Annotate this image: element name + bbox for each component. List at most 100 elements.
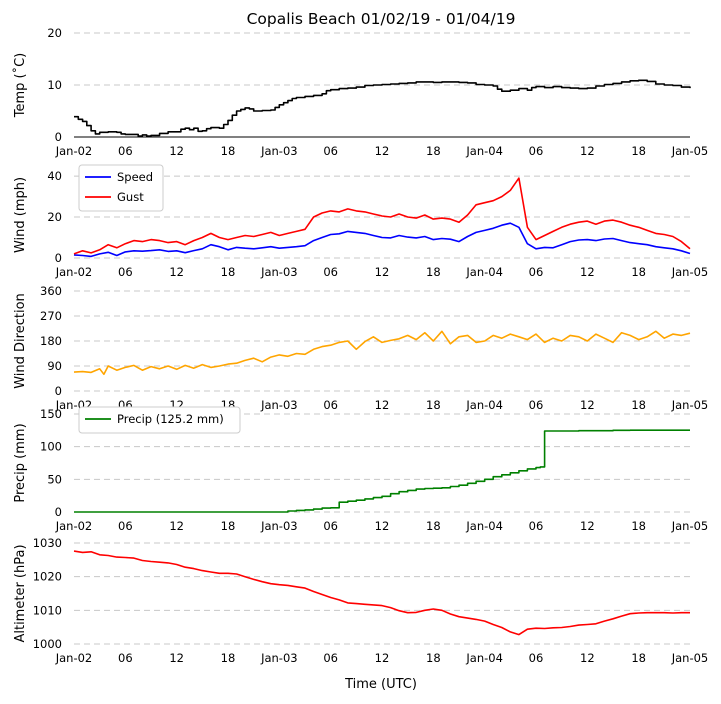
chart-title: Copalis Beach 01/02/19 - 01/04/19 xyxy=(247,10,516,28)
altimeter-xtick-label: 12 xyxy=(375,651,390,665)
precip-ytick-label: 150 xyxy=(40,407,62,421)
direction-series-line xyxy=(73,330,691,376)
altimeter-xtick-label: 12 xyxy=(169,651,184,665)
wind-xtick-label: Jan-02 xyxy=(55,265,93,279)
wind-xtick-label: 06 xyxy=(323,265,338,279)
wind-legend-label: Gust xyxy=(117,190,144,204)
precip-legend-label: Precip (125.2 mm) xyxy=(117,412,224,426)
precip-xtick-label: 06 xyxy=(529,519,544,533)
precip-xtick-label: 12 xyxy=(375,519,390,533)
precip-xtick-label: Jan-03 xyxy=(260,519,298,533)
wind-xtick-label: 06 xyxy=(529,265,544,279)
temp-xtick-label: 18 xyxy=(631,144,646,158)
direction-ytick-label: 180 xyxy=(40,334,62,348)
temp-xtick-label: 06 xyxy=(323,144,338,158)
altimeter-ytick-label: 1000 xyxy=(33,637,62,651)
altimeter-xtick-label: 12 xyxy=(580,651,595,665)
wind-xtick-label: Jan-05 xyxy=(671,265,709,279)
altimeter-xtick-label: Jan-04 xyxy=(465,651,503,665)
temp-y-axis-label: Temp (˚C) xyxy=(12,53,28,119)
wind-xtick-label: 12 xyxy=(169,265,184,279)
direction-ytick-label: 360 xyxy=(40,284,62,298)
wind-xtick-label: Jan-04 xyxy=(465,265,503,279)
altimeter-xtick-label: 06 xyxy=(529,651,544,665)
direction-xtick-label: 12 xyxy=(375,398,390,412)
altimeter-xtick-label: 18 xyxy=(631,651,646,665)
direction-xtick-label: Jan-05 xyxy=(671,398,709,412)
precip-xtick-label: 12 xyxy=(169,519,184,533)
direction-xtick-label: 12 xyxy=(580,398,595,412)
wind-xtick-label: 18 xyxy=(426,265,441,279)
altimeter-xtick-label: Jan-03 xyxy=(260,651,298,665)
temp-xtick-label: 18 xyxy=(221,144,236,158)
panel-temp: 0 10 20 Jan-02 06 12 18 Jan-03 06 12 18 Jan-04 06 12 1… xyxy=(12,26,708,158)
altimeter-xtick-label: 18 xyxy=(426,651,441,665)
panel-wind: 0 20 40 Jan-02 06 12 18 Jan-03 06 12 18 Jan-04 06 12 1… xyxy=(13,164,709,279)
altimeter-ytick-label: 1020 xyxy=(33,570,62,584)
precip-series-precip xyxy=(74,429,690,513)
temp-xtick-label: Jan-05 xyxy=(671,144,709,158)
precip-xtick-label: 06 xyxy=(118,519,133,533)
precip-ytick-label: 100 xyxy=(40,440,62,454)
wind-xtick-label: Jan-03 xyxy=(260,265,298,279)
temp-series-line xyxy=(74,79,691,137)
temp-ytick-label: 0 xyxy=(55,130,62,144)
precip-xtick-label: Jan-04 xyxy=(465,519,503,533)
wind-y-axis-label: Wind (mph) xyxy=(13,177,28,253)
wind-xtick-label: 06 xyxy=(118,265,133,279)
direction-ytick-label: 270 xyxy=(40,309,62,323)
temp-xtick-label: Jan-02 xyxy=(55,144,93,158)
altimeter-y-axis-label: Altimeter (hPa) xyxy=(13,544,28,642)
temp-xtick-label: 18 xyxy=(426,144,441,158)
precip-xtick-label: 06 xyxy=(323,519,338,533)
precip-xtick-label: 18 xyxy=(426,519,441,533)
altimeter-xtick-label: 18 xyxy=(221,651,236,665)
direction-ytick-label: 90 xyxy=(47,359,62,373)
direction-xtick-label: 18 xyxy=(631,398,646,412)
direction-xtick-label: 06 xyxy=(529,398,544,412)
altimeter-series-line xyxy=(73,550,690,636)
temp-ytick-label: 10 xyxy=(47,78,62,92)
temp-ytick-label: 20 xyxy=(47,26,62,40)
precip-xtick-label: 18 xyxy=(631,519,646,533)
temp-xtick-label: 06 xyxy=(529,144,544,158)
x-axis-label: Time (UTC) xyxy=(344,677,417,692)
temp-xtick-label: 06 xyxy=(118,144,133,158)
altimeter-xtick-label: 06 xyxy=(118,651,133,665)
altimeter-ytick-label: 1010 xyxy=(33,603,62,617)
altimeter-xtick-label: 06 xyxy=(323,651,338,665)
precip-xtick-label: 12 xyxy=(580,519,595,533)
wind-xtick-label: 12 xyxy=(580,265,595,279)
wind-ytick-label: 20 xyxy=(47,210,62,224)
panel-altimeter: 1000 1010 1020 1030 Jan-02 06 12 18 Jan-03 06 12 18… xyxy=(13,536,708,665)
altimeter-ytick-label: 1030 xyxy=(33,536,62,550)
precip-legend-box xyxy=(78,406,241,434)
precip-xtick-label: Jan-05 xyxy=(671,519,709,533)
direction-xtick-label: 18 xyxy=(426,398,441,412)
precip-ytick-label: 50 xyxy=(47,472,62,486)
wind-xtick-label: 12 xyxy=(375,265,390,279)
temp-xtick-label: Jan-03 xyxy=(260,144,298,158)
direction-xtick-label: Jan-03 xyxy=(260,398,298,412)
precip-xtick-label: 18 xyxy=(221,519,236,533)
precip-y-axis-label: Precip (mm) xyxy=(13,423,28,502)
wind-ytick-label: 0 xyxy=(55,251,62,265)
direction-ytick-label: 0 xyxy=(55,384,62,398)
altimeter-xtick-label: Jan-05 xyxy=(671,651,709,665)
wind-ytick-label: 40 xyxy=(47,169,62,183)
precip-ytick-label: 0 xyxy=(55,505,62,519)
temp-xtick-label: 12 xyxy=(169,144,184,158)
wind-legend-label: Speed xyxy=(117,170,153,184)
temp-xtick-label: 12 xyxy=(580,144,595,158)
direction-xtick-label: 06 xyxy=(323,398,338,412)
wind-series-speed xyxy=(73,222,691,258)
altimeter-xtick-label: Jan-02 xyxy=(55,651,93,665)
direction-xtick-label: Jan-04 xyxy=(465,398,503,412)
wind-xtick-label: 18 xyxy=(221,265,236,279)
panel-precip: 0 50 100 150 Jan-02 06 12 18 Jan-03 06 12 18 Jan-04 0… xyxy=(13,406,709,533)
direction-y-axis-label: Wind Direction xyxy=(13,293,28,389)
